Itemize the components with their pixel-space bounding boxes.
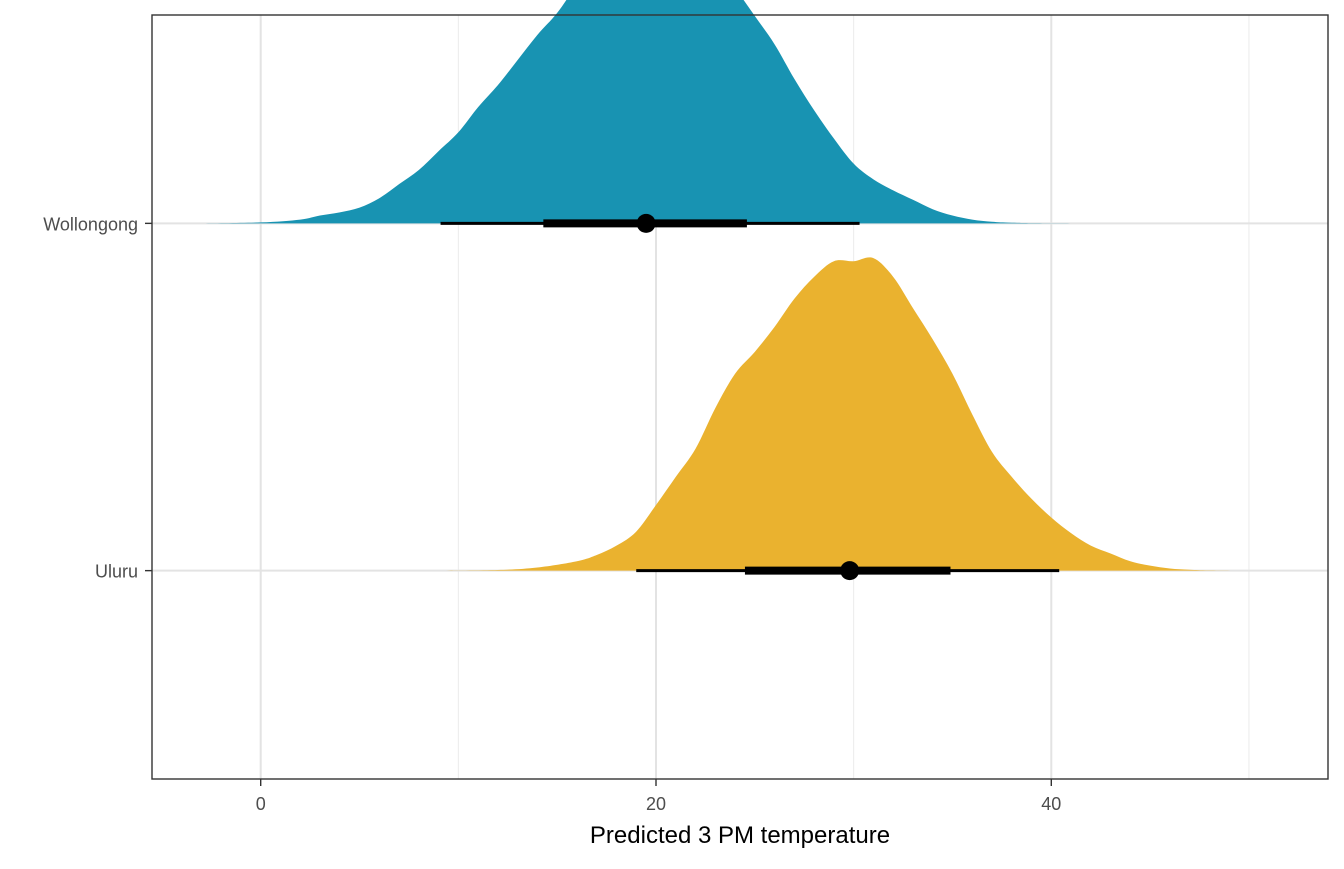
x-axis: 0 20 40	[256, 779, 1061, 814]
density-uluru	[438, 257, 1249, 571]
point-estimate-uluru	[840, 561, 860, 581]
y-tick-label: Uluru	[95, 562, 138, 582]
x-tick-label: 20	[646, 794, 666, 814]
x-axis-title: Predicted 3 PM temperature	[590, 822, 890, 849]
interval-layer	[440, 213, 1060, 581]
x-tick-label: 40	[1041, 794, 1061, 814]
y-tick-label: Wollongong	[43, 214, 138, 234]
panel-border	[151, 14, 1329, 780]
x-tick-label: 0	[256, 794, 266, 814]
y-axis: Wollongong Uluru	[43, 214, 152, 582]
density-layer	[201, 0, 1249, 571]
density-wollongong	[201, 0, 1131, 224]
point-estimate-wollongong	[636, 213, 656, 233]
